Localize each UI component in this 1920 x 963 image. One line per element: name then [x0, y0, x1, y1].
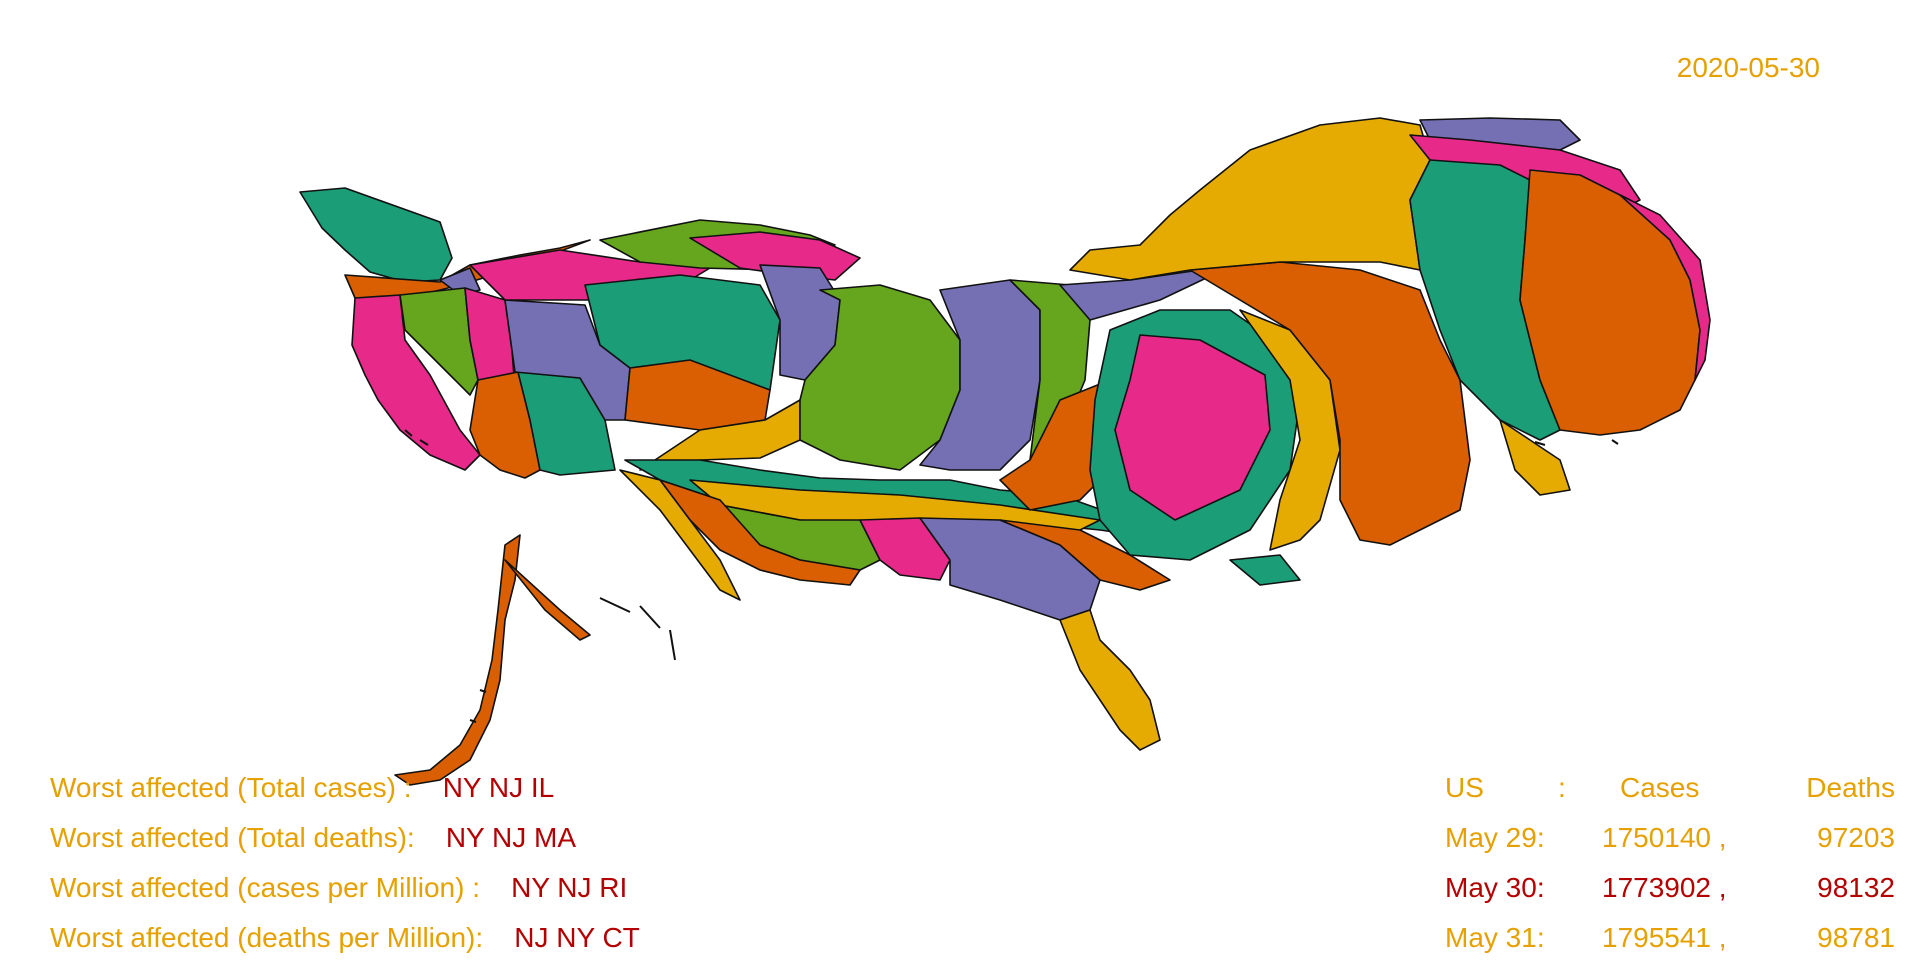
stats-header-deaths: Deaths	[1806, 772, 1895, 803]
us-stats-panel: US : Cases Deaths May 29: 1750140 , 9720…	[1445, 763, 1895, 963]
stats-cases: 1773902 ,	[1602, 872, 1727, 903]
stats-cases: 1795541 ,	[1602, 922, 1727, 953]
region-new-jersey	[1114, 334, 1271, 521]
region-new-england-edge	[1619, 194, 1711, 381]
worst-label: Worst affected (deaths per Million):	[50, 922, 484, 953]
region-cape	[1499, 419, 1571, 496]
stats-date: May 29:	[1445, 822, 1545, 853]
region-new-york-upper	[1069, 117, 1431, 281]
stats-cases: 1750140 ,	[1602, 822, 1727, 853]
region-washington	[299, 187, 453, 283]
worst-row-total-deaths: Worst affected (Total deaths): NY NJ MA	[50, 813, 640, 863]
region-alaska	[394, 534, 521, 786]
worst-states: NY NJ RI	[511, 872, 628, 903]
worst-states: NY NJ MA	[445, 822, 576, 853]
date-label: 2020-05-30	[1676, 52, 1820, 83]
region-iowa	[799, 284, 961, 471]
stats-header-cases: Cases	[1620, 772, 1700, 803]
us-stats-header: US : Cases Deaths	[1445, 763, 1895, 813]
worst-row-cases-per-million: Worst affected (cases per Million) : NY …	[50, 863, 640, 913]
stats-header-sep: :	[1558, 772, 1566, 803]
region-gulf-coast	[659, 479, 861, 586]
stats-deaths: 97203	[1817, 822, 1895, 853]
island-dots-1	[469, 597, 676, 723]
region-connecticut	[1189, 261, 1471, 546]
region-maryland	[1229, 554, 1301, 586]
worst-row-deaths-per-million: Worst affected (deaths per Million): NJ …	[50, 913, 640, 963]
us-stats-row-may31: May 31: 1795541 , 98781	[1445, 913, 1895, 963]
region-alaska-arm	[504, 559, 591, 641]
stats-date: May 31:	[1445, 922, 1545, 953]
region-new-york-city	[1519, 169, 1701, 436]
stats-deaths: 98132	[1817, 872, 1895, 903]
stats-header-region: US	[1445, 772, 1484, 803]
region-california	[351, 294, 481, 471]
island-dots-2	[404, 429, 1619, 446]
worst-label: Worst affected (cases per Million) :	[50, 872, 481, 903]
region-georgia	[999, 519, 1171, 591]
us-stats-row-may29: May 29: 1750140 , 97203	[1445, 813, 1895, 863]
worst-row-total-cases: Worst affected (Total cases) : NY NJ IL	[50, 763, 640, 813]
worst-states: NY NJ IL	[442, 772, 555, 803]
region-florida	[1059, 609, 1161, 751]
stats-deaths: 98781	[1817, 922, 1895, 953]
worst-states: NJ NY CT	[514, 922, 640, 953]
worst-label: Worst affected (Total deaths):	[50, 822, 415, 853]
region-south-texas-strip	[619, 469, 741, 601]
stats-date: May 30:	[1445, 872, 1545, 903]
worst-affected-panel: Worst affected (Total cases) : NY NJ IL …	[50, 763, 640, 963]
worst-label: Worst affected (Total cases) :	[50, 772, 412, 803]
us-stats-row-may30: May 30: 1773902 , 98132	[1445, 863, 1895, 913]
